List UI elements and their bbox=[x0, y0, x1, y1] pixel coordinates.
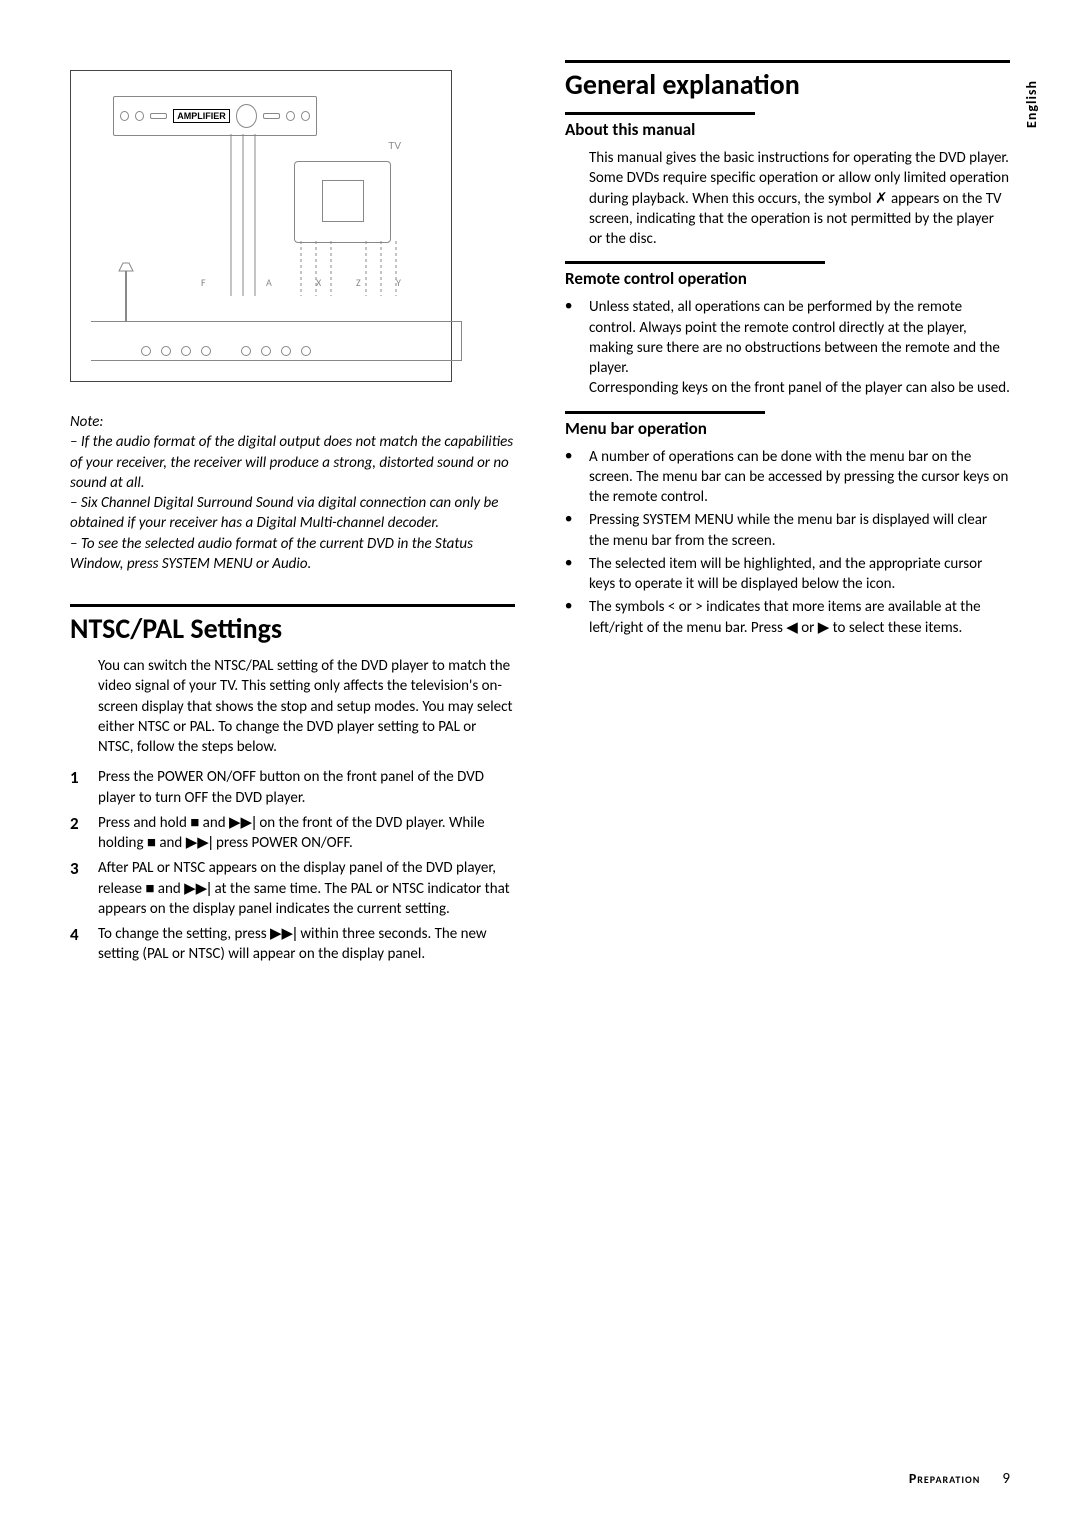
general-title: General explanation bbox=[565, 67, 1010, 102]
about-title: About this manual bbox=[565, 119, 1010, 140]
menu-b4: The symbols < or > indicates that more i… bbox=[565, 597, 1010, 638]
menu-bullets: A number of operations can be done with … bbox=[565, 447, 1010, 638]
step-4: To change the setting, press ▶▶| within … bbox=[70, 924, 515, 965]
menu-b3: The selected item will be highlighted, a… bbox=[565, 554, 1010, 595]
rule-menu bbox=[565, 411, 765, 414]
rule-about bbox=[565, 112, 755, 115]
footer: Preparation 9 bbox=[909, 1470, 1010, 1488]
language-tab: English bbox=[1023, 80, 1040, 128]
menu-title: Menu bar operation bbox=[565, 418, 1010, 439]
rule-remote bbox=[565, 261, 825, 264]
right-column: General explanation About this manual Th… bbox=[565, 60, 1010, 970]
svg-text:F: F bbox=[201, 276, 206, 289]
ntsc-title: NTSC/PAL Settings bbox=[70, 611, 515, 646]
svg-text:X: X bbox=[316, 276, 322, 289]
footer-label: Preparation bbox=[909, 1470, 981, 1487]
rule-ntsc bbox=[70, 604, 515, 607]
step-2: Press and hold ■ and ▶▶| on the front of… bbox=[70, 813, 515, 854]
connection-diagram: AMPLIFIER TV F A X bbox=[70, 70, 452, 382]
left-column: AMPLIFIER TV F A X bbox=[70, 60, 515, 970]
svg-text:Z: Z bbox=[356, 276, 361, 289]
menu-b2: Pressing SYSTEM MENU while the menu bar … bbox=[565, 510, 1010, 551]
about-body: This manual gives the basic instructions… bbox=[565, 148, 1010, 249]
ntsc-steps: Press the POWER ON/OFF button on the fro… bbox=[70, 767, 515, 964]
svg-text:A: A bbox=[266, 276, 272, 289]
remote-b1: Unless stated, all operations can be per… bbox=[565, 297, 1010, 398]
menu-b1: A number of operations can be done with … bbox=[565, 447, 1010, 508]
step-1: Press the POWER ON/OFF button on the fro… bbox=[70, 767, 515, 808]
page-number: 9 bbox=[1002, 1470, 1010, 1488]
remote-bullets: Unless stated, all operations can be per… bbox=[565, 297, 1010, 398]
remote-title: Remote control operation bbox=[565, 268, 1010, 289]
dvd-player-back bbox=[91, 321, 462, 361]
rule-general bbox=[565, 60, 1010, 63]
svg-text:Y: Y bbox=[396, 276, 401, 289]
note-block: Note: – If the audio format of the digit… bbox=[70, 412, 515, 574]
step-3: After PAL or NTSC appears on the display… bbox=[70, 858, 515, 919]
ntsc-intro: You can switch the NTSC/PAL setting of t… bbox=[70, 656, 515, 757]
